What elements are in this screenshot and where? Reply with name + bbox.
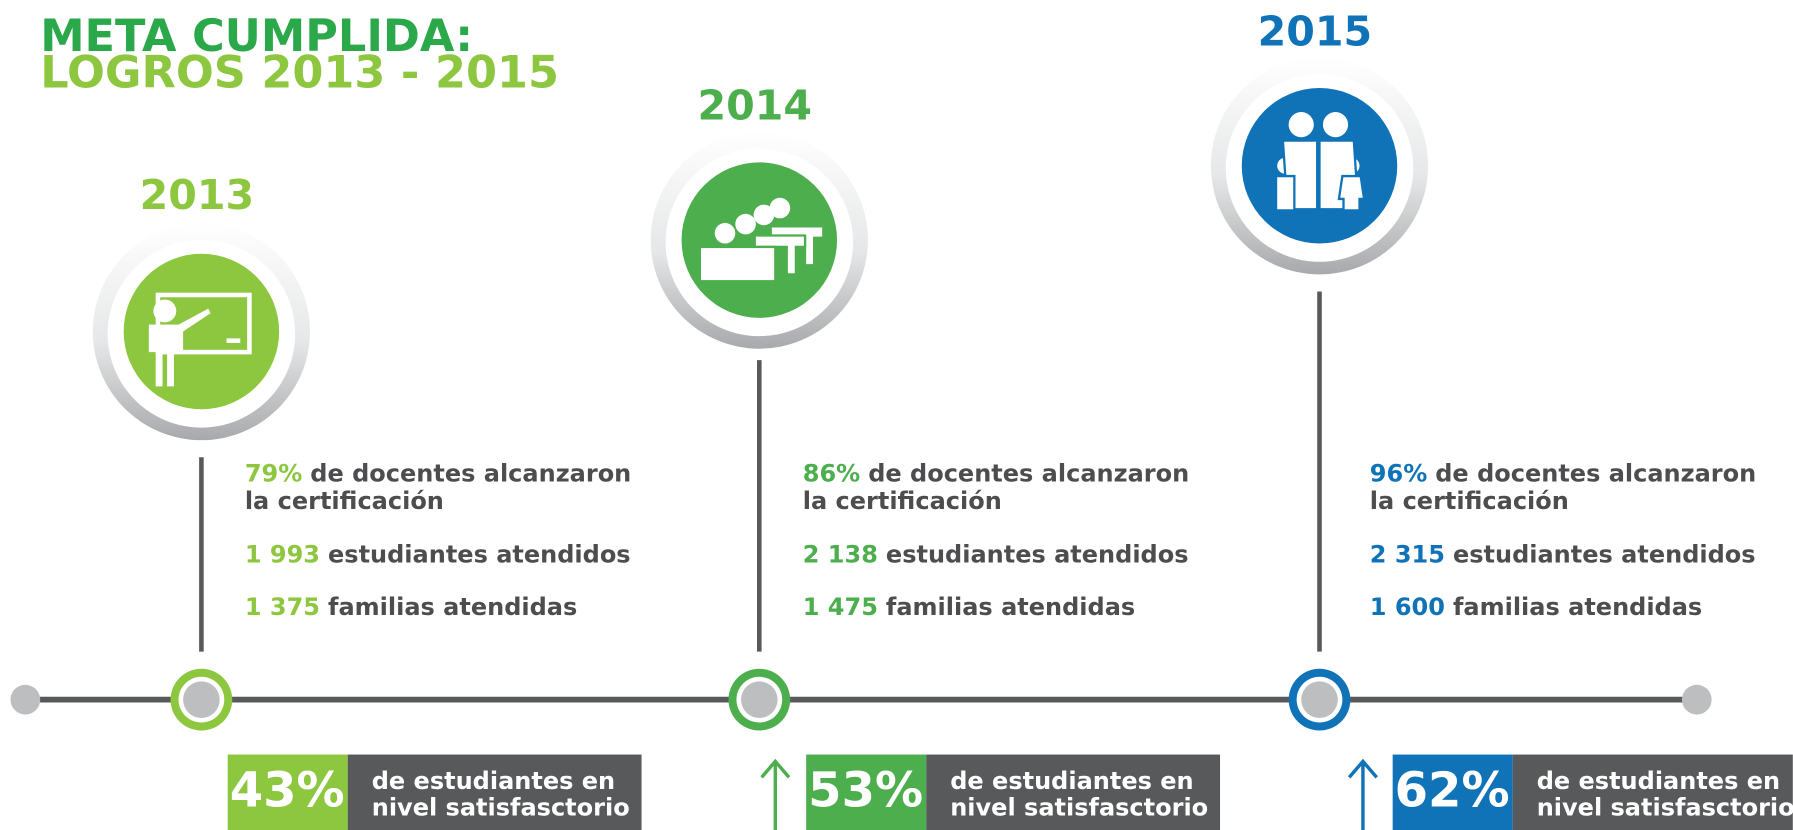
icon xyxy=(650,131,868,349)
timeline-end xyxy=(10,684,41,715)
milestone-dot-core xyxy=(1301,681,1338,718)
icon-part xyxy=(698,245,777,283)
stat-value: 1 475 xyxy=(803,593,878,621)
milestone-dot-core xyxy=(741,681,778,718)
result-text: de estudiantes en xyxy=(1537,767,1780,795)
result-label-box xyxy=(347,754,642,830)
result-text: nivel satisfasctorio xyxy=(1537,793,1793,821)
stat: la certificación xyxy=(245,487,444,515)
stat-text: de docentes alcanzaron xyxy=(310,459,631,487)
year: 2015 xyxy=(1258,7,1373,55)
up-arrow xyxy=(760,758,791,830)
icon-part xyxy=(769,197,791,219)
milestone-dot-core xyxy=(183,681,220,718)
stat: 96% de docentes alcanzaron xyxy=(1370,459,1756,487)
stat-text: familias atendidas xyxy=(328,593,577,621)
stat-value: 96% xyxy=(1370,459,1427,487)
stat-text: familias atendidas xyxy=(1453,593,1702,621)
stat: 1 375 familias atendidas xyxy=(245,593,577,621)
stat-value: 1 600 xyxy=(1370,593,1445,621)
stat-value: 2 315 xyxy=(1370,541,1445,569)
icon-part xyxy=(714,222,736,244)
result-box xyxy=(806,754,927,830)
stat: 1 600 familias atendidas xyxy=(1370,593,1702,621)
stat-text: de docentes alcanzaron xyxy=(868,459,1189,487)
stat: 1 475 familias atendidas xyxy=(803,593,1135,621)
stat-value: 79% xyxy=(245,459,302,487)
result-value: 53% xyxy=(808,762,923,818)
icon-part xyxy=(153,299,177,323)
icon-part xyxy=(155,292,252,355)
icon-part xyxy=(753,204,775,226)
result-value: 62% xyxy=(1395,762,1510,818)
year: 2013 xyxy=(140,171,255,219)
title-line: LOGROS 2013 - 2015 xyxy=(40,46,559,98)
stat-text: de docentes alcanzaron xyxy=(1435,459,1756,487)
year: 2014 xyxy=(697,82,812,130)
icon xyxy=(1210,57,1429,275)
icon-part xyxy=(148,308,211,387)
icon-part xyxy=(1288,112,1314,138)
stat: 1 993 estudiantes atendidos xyxy=(245,541,631,569)
result-text: nivel satisfasctorio xyxy=(950,793,1208,821)
result-text: de estudiantes en xyxy=(372,767,615,795)
result-text: nivel satisfasctorio xyxy=(372,793,630,821)
timeline-end xyxy=(1681,684,1712,715)
result-box xyxy=(1392,754,1513,830)
stat-text: familias atendidas xyxy=(886,593,1135,621)
icon-disc xyxy=(123,253,280,410)
stat: la certificación xyxy=(803,487,1002,515)
up-arrow xyxy=(1347,758,1378,830)
stat: 2 315 estudiantes atendidos xyxy=(1370,541,1756,569)
title-line: META CUMPLIDA: xyxy=(40,10,473,62)
stat-value: 86% xyxy=(803,459,860,487)
stat-value: 2 138 xyxy=(803,541,878,569)
result-text: de estudiantes en xyxy=(950,767,1193,795)
result-label-box xyxy=(1512,754,1793,830)
result-value: 43% xyxy=(230,762,345,818)
stat: 2 138 estudiantes atendidos xyxy=(803,541,1189,569)
stat-value: 1 993 xyxy=(245,541,320,569)
result-box xyxy=(227,754,348,830)
icon-part xyxy=(1274,174,1296,212)
result-label-box xyxy=(926,754,1221,830)
stat-text: estudiantes atendidos xyxy=(328,541,631,569)
stat: 86% de docentes alcanzaron xyxy=(803,459,1189,487)
stat: 79% de docentes alcanzaron xyxy=(245,459,631,487)
icon-part xyxy=(226,338,241,343)
icon xyxy=(92,222,311,441)
icon-part xyxy=(1322,112,1349,138)
icon-part xyxy=(1337,174,1366,212)
stat-text: estudiantes atendidos xyxy=(886,541,1189,569)
stat: la certificación xyxy=(1370,487,1569,515)
stat-text: estudiantes atendidos xyxy=(1453,541,1756,569)
icon-part xyxy=(735,213,756,235)
stat-value: 1 375 xyxy=(245,593,320,621)
